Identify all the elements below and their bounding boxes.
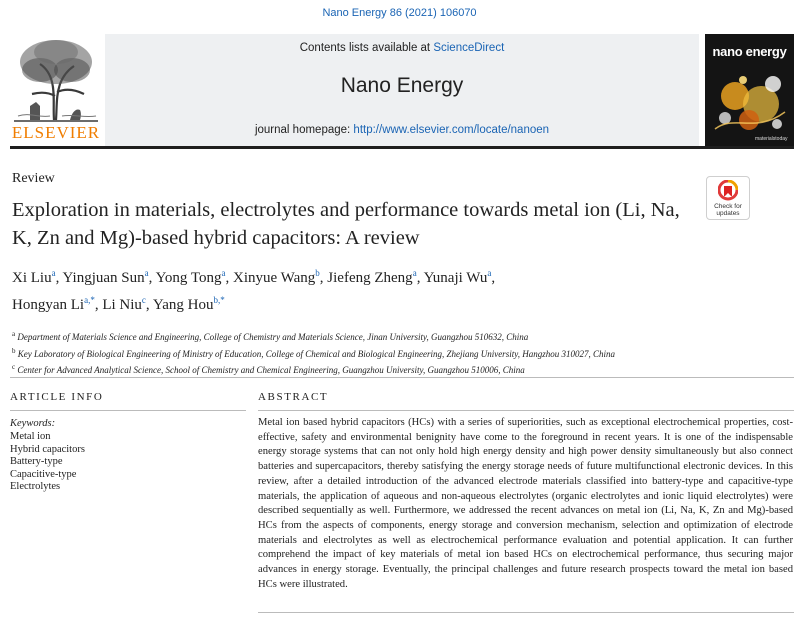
author-affil-mark[interactable]: a <box>221 268 226 278</box>
article-type: Review <box>12 171 55 186</box>
affiliation-item: c Center for Advanced Analytical Science… <box>12 361 792 378</box>
author-affil-mark[interactable]: a <box>144 268 149 278</box>
affiliation-mark: b <box>12 346 16 355</box>
affiliation-list: a Department of Materials Science and En… <box>12 328 792 378</box>
author-3[interactable]: Yong Tonga, <box>155 268 234 286</box>
keywords-label: Keywords: <box>10 418 56 429</box>
affiliation-text: Department of Materials Science and Engi… <box>17 332 529 342</box>
journal-title: Nano Energy <box>340 74 464 97</box>
elsevier-tree-logo[interactable] <box>10 36 102 144</box>
author-4[interactable]: Xinyue Wangb, <box>233 268 328 286</box>
sciencedirect-link[interactable]: ScienceDirect <box>433 42 505 54</box>
journal-cover-image[interactable]: nano energy materialstoday <box>705 34 794 146</box>
check-updates-line2: updates <box>716 210 740 217</box>
author-6[interactable]: Yunaji Wua, <box>423 268 496 286</box>
cover-title: nano energy <box>712 44 787 59</box>
author-affil-mark[interactable]: b,* <box>213 295 225 305</box>
author-2[interactable]: Yingjuan Suna, <box>62 268 156 286</box>
author-7[interactable]: Hongyan Lia,*, <box>12 295 103 313</box>
check-updates-line1: Check for <box>714 203 742 210</box>
article-title: Exploration in materials, electrolytes a… <box>12 199 680 249</box>
author-8[interactable]: Li Niuc, <box>102 295 153 313</box>
keyword-item[interactable]: Electrolytes <box>10 481 61 492</box>
keyword-item[interactable]: Battery-type <box>10 456 63 467</box>
elsevier-wordmark: ELSEVIER <box>11 123 101 142</box>
affiliation-item: b Key Laboratory of Biological Engineeri… <box>12 345 792 362</box>
cover-badge: materialstoday <box>755 136 788 142</box>
header-band <box>105 34 699 146</box>
affiliation-mark: a <box>12 330 16 338</box>
author-separator: , <box>491 270 496 286</box>
keyword-list: Metal ion Hybrid capacitors Battery-type… <box>10 431 85 494</box>
author-separator: , <box>145 297 153 313</box>
author-affil-mark[interactable]: a,* <box>84 295 95 305</box>
author-affil-mark[interactable]: a <box>412 268 417 278</box>
affiliation-text: Center for Advanced Analytical Science, … <box>17 365 525 375</box>
keyword-item[interactable]: Hybrid capacitors <box>10 443 85 455</box>
author-separator: , <box>416 270 424 286</box>
contents-prefix: Contents lists available at <box>299 42 434 54</box>
article-info-rule <box>10 410 246 411</box>
author-5[interactable]: Jiefeng Zhenga, <box>327 268 424 286</box>
check-updates-icon <box>718 180 738 201</box>
journal-citation-link[interactable]: Nano Energy 86 (2021) 106070 <box>322 7 477 19</box>
author-name[interactable]: Yang Hou <box>152 297 214 313</box>
author-name[interactable]: Xinyue Wang <box>233 270 316 286</box>
author-separator: , <box>319 270 328 286</box>
abstract-heading: ABSTRACT <box>258 391 329 403</box>
author-name[interactable]: Xi Liu <box>12 270 52 286</box>
author-affil-mark[interactable]: b <box>315 268 320 278</box>
author-name[interactable]: Li Niu <box>102 297 142 313</box>
abstract-text: Metal ion based hybrid capacitors (HCs) … <box>258 417 793 590</box>
author-name[interactable]: Yong Tong <box>155 270 222 286</box>
keyword-item[interactable]: Metal ion <box>10 431 51 442</box>
author-name[interactable]: Jiefeng Zheng <box>327 270 413 286</box>
author-list: Xi Liua, Yingjuan Suna, Yong Tonga, Xiny… <box>12 262 752 316</box>
author-name[interactable]: Hongyan Li <box>12 297 85 313</box>
author-9[interactable]: Yang Houb,* <box>152 295 225 313</box>
affiliation-text: Key Laboratory of Biological Engineering… <box>17 348 615 359</box>
header-rule <box>10 146 794 149</box>
author-separator: , <box>55 270 63 286</box>
author-1[interactable]: Xi Liua, <box>12 268 63 286</box>
check-for-updates-button[interactable]: Check for updates <box>706 176 750 220</box>
journal-homepage-line: journal homepage: http://www.elsevier.co… <box>105 124 699 136</box>
abstract-rule <box>258 410 794 411</box>
author-separator: , <box>94 297 103 313</box>
homepage-link[interactable]: http://www.elsevier.com/locate/nanoen <box>353 124 550 136</box>
abstract-bottom-rule <box>258 612 794 613</box>
cover-art <box>705 34 794 146</box>
author-name[interactable]: Yingjuan Sun <box>62 270 145 286</box>
author-separator: , <box>148 270 156 286</box>
check-updates-label: Check for updates <box>707 203 749 217</box>
homepage-prefix: journal homepage: <box>254 124 354 136</box>
affiliation-mark: c <box>12 363 16 371</box>
author-affil-mark[interactable]: a <box>51 268 56 278</box>
contents-line: Contents lists available at ScienceDirec… <box>105 42 699 54</box>
keyword-item[interactable]: Capacitive-type <box>10 468 77 480</box>
author-separator: , <box>225 270 234 286</box>
author-name[interactable]: Yunaji Wu <box>423 270 488 286</box>
section-divider <box>10 377 794 378</box>
affiliation-item: a Department of Materials Science and En… <box>12 328 792 345</box>
author-affil-mark[interactable]: a <box>487 268 492 278</box>
article-info-heading: ARTICLE INFO <box>10 391 104 403</box>
author-affil-mark[interactable]: c <box>141 295 146 305</box>
